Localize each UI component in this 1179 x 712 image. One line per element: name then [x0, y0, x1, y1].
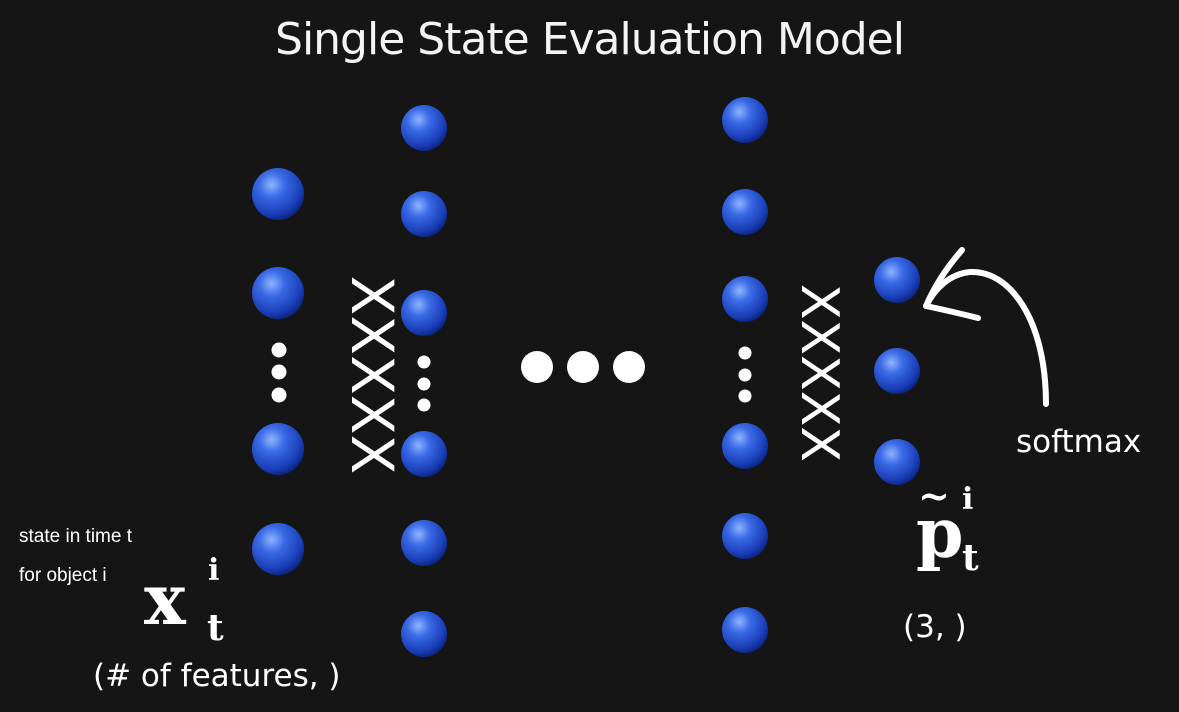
hidden-node: [722, 276, 768, 322]
hidden-node: [401, 191, 447, 237]
horizontal-ellipsis: [521, 351, 645, 383]
hidden-node: [401, 520, 447, 566]
vertical-ellipsis-dot: [417, 355, 431, 369]
ellipsis-dot: [521, 351, 553, 383]
ellipsis-dot: [567, 351, 599, 383]
connector-label-right: XXXXX: [789, 284, 849, 462]
output-superscript: i: [962, 482, 974, 517]
hidden-node: [722, 607, 768, 653]
connector-label-left: XXXXX: [338, 276, 406, 475]
hidden-layer-last: [722, 97, 768, 653]
diagram-title: Single State Evaluation Model: [275, 14, 905, 65]
vertical-ellipsis-dot: [271, 387, 287, 403]
vertical-ellipsis-dot: [738, 389, 752, 403]
hidden-node: [401, 290, 447, 336]
hidden-node: [401, 431, 447, 477]
output-symbol: p: [916, 494, 964, 574]
input-subscript: t: [207, 607, 224, 649]
softmax-arrow-icon: [923, 247, 1049, 407]
input-node: [252, 168, 304, 220]
input-node: [252, 523, 304, 575]
output-subscript: t: [962, 537, 979, 579]
input-caption-line2: for object i: [19, 565, 107, 586]
output-tilde: ~: [918, 473, 950, 518]
input-node: [252, 423, 304, 475]
hidden-node: [722, 423, 768, 469]
vertical-ellipsis-dot: [417, 398, 431, 412]
input-node: [252, 267, 304, 319]
output-node: [874, 348, 920, 394]
softmax-label: softmax: [1016, 424, 1142, 460]
hidden-node: [722, 97, 768, 143]
input-layer: [252, 168, 304, 575]
vertical-ellipsis-dot: [738, 346, 752, 360]
vertical-ellipsis-dot: [271, 364, 287, 380]
output-layer: [874, 257, 920, 485]
vertical-ellipsis-dot: [271, 342, 287, 358]
hidden-node: [401, 105, 447, 151]
ellipsis-dot: [613, 351, 645, 383]
hidden-node: [722, 513, 768, 559]
hidden-layer-1: [401, 105, 447, 657]
hidden-node: [722, 189, 768, 235]
input-superscript: i: [208, 553, 220, 588]
vertical-ellipsis-dot: [417, 377, 431, 391]
hidden-node: [401, 611, 447, 657]
vertical-ellipsis-dot: [738, 368, 752, 382]
output-shape: (3, ): [903, 609, 967, 645]
input-caption-line1: state in time t: [19, 526, 132, 547]
input-shape: (# of features, ): [93, 658, 341, 694]
input-symbol: x: [144, 558, 186, 641]
output-node: [874, 439, 920, 485]
output-node: [874, 257, 920, 303]
